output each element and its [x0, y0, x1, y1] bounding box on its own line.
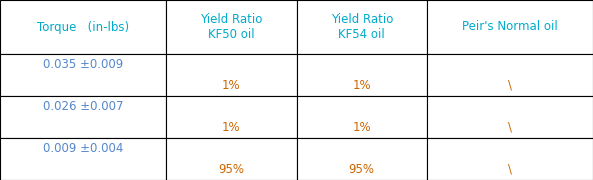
- Text: Peir's Normal oil: Peir's Normal oil: [462, 21, 558, 33]
- Text: 1%: 1%: [222, 79, 241, 92]
- Text: Yield Ratio
KF54 oil: Yield Ratio KF54 oil: [330, 13, 393, 41]
- Bar: [427, 54, 593, 96]
- Bar: [296, 96, 427, 138]
- Bar: [427, 0, 593, 54]
- Bar: [296, 54, 427, 96]
- Text: 0.009 ±0.004: 0.009 ±0.004: [43, 142, 123, 155]
- Text: 1%: 1%: [352, 79, 371, 92]
- Text: 0.026 ±0.007: 0.026 ±0.007: [43, 100, 123, 113]
- Bar: [166, 96, 296, 138]
- Text: 0.035 ±0.009: 0.035 ±0.009: [43, 58, 123, 71]
- Text: \: \: [508, 121, 512, 134]
- Text: Torque   (in-lbs): Torque (in-lbs): [37, 21, 129, 33]
- Bar: [0, 54, 166, 96]
- Bar: [166, 0, 296, 54]
- Text: 1%: 1%: [222, 121, 241, 134]
- Bar: [0, 0, 166, 54]
- Bar: [427, 138, 593, 180]
- Text: \: \: [508, 163, 512, 176]
- Text: Yield Ratio
KF50 oil: Yield Ratio KF50 oil: [200, 13, 263, 41]
- Text: 95%: 95%: [218, 163, 244, 176]
- Bar: [427, 96, 593, 138]
- Bar: [166, 54, 296, 96]
- Text: 95%: 95%: [349, 163, 375, 176]
- Bar: [296, 138, 427, 180]
- Text: \: \: [508, 79, 512, 92]
- Bar: [0, 138, 166, 180]
- Text: 1%: 1%: [352, 121, 371, 134]
- Bar: [296, 0, 427, 54]
- Bar: [166, 138, 296, 180]
- Bar: [0, 96, 166, 138]
